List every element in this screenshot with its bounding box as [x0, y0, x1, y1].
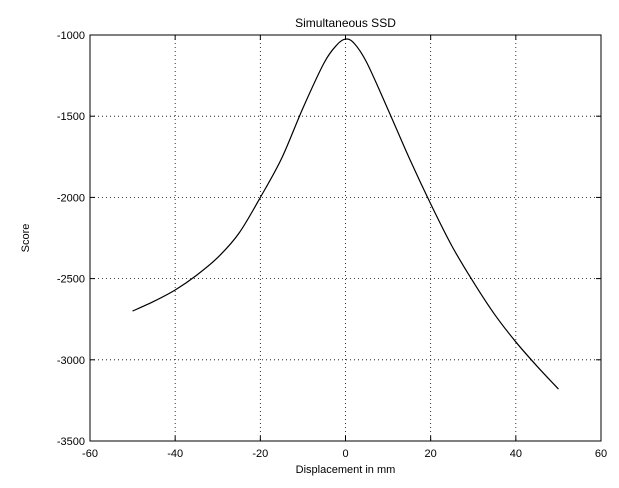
- y-axis-label: Score: [20, 224, 32, 253]
- y-tick-label: -1500: [57, 111, 85, 123]
- chart-title: Simultaneous SSD: [295, 16, 396, 30]
- x-tick-labels: -60 -40 -20 0 20 40 60: [82, 448, 607, 460]
- x-tick-label: -60: [82, 448, 98, 460]
- x-tick-label: 40: [510, 448, 522, 460]
- y-tick-labels: -1000 -1500 -2000 -2500 -3000 -3500: [57, 30, 85, 448]
- y-tick-label: -1000: [57, 30, 85, 42]
- y-tick-label: -2500: [57, 274, 85, 286]
- y-tick-label: -3000: [57, 355, 85, 367]
- x-axis-label: Displacement in mm: [296, 464, 396, 476]
- x-tick-label: 20: [425, 448, 437, 460]
- x-tick-label: -20: [252, 448, 268, 460]
- y-tick-label: -2000: [57, 192, 85, 204]
- x-tick-label: 0: [342, 448, 348, 460]
- x-tick-label: 60: [595, 448, 607, 460]
- grid: [90, 35, 601, 441]
- score-line: [132, 38, 559, 390]
- x-tick-label: -40: [167, 448, 183, 460]
- y-tick-label: -3500: [57, 436, 85, 448]
- axis-ticks: [89, 34, 602, 442]
